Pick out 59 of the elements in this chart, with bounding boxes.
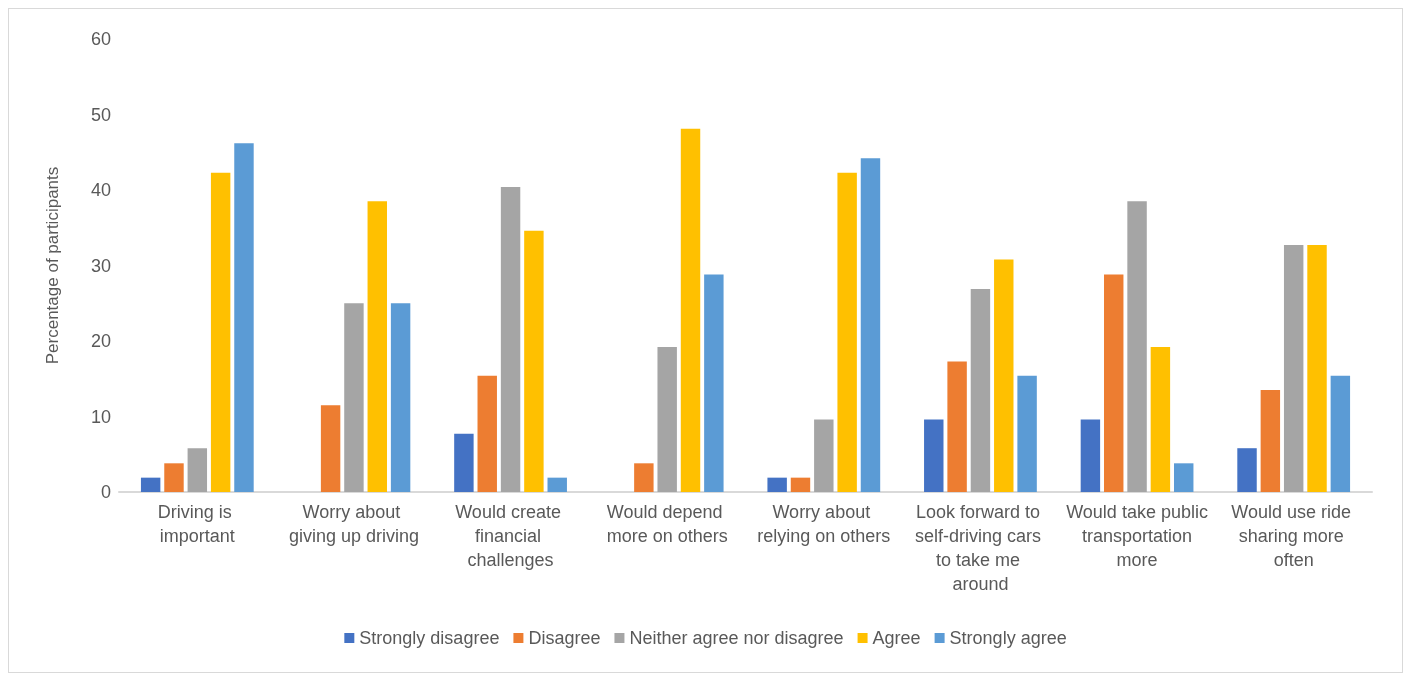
bar — [790, 477, 811, 492]
bar — [454, 433, 474, 492]
bar — [210, 172, 231, 492]
y-tick-label: 0 — [100, 482, 111, 502]
bar — [390, 303, 411, 492]
x-tick-label: Worry about relying on others — [757, 502, 891, 546]
x-tick-label: Would take public transportation more — [1066, 502, 1208, 570]
bar — [524, 230, 544, 492]
bar — [500, 186, 521, 492]
bar — [320, 405, 341, 492]
bar — [924, 419, 944, 492]
bar — [234, 143, 254, 492]
x-tick-label: Look forward to self-driving cars to take me around — [914, 502, 1046, 594]
bar — [140, 477, 161, 492]
bar — [344, 303, 364, 492]
bar — [477, 375, 497, 492]
legend-label: Disagree — [528, 628, 601, 648]
bar — [680, 128, 701, 492]
x-tick-label: Would depend more on others — [606, 502, 728, 546]
legend-label: Strongly agree — [949, 628, 1067, 648]
bar — [1080, 419, 1101, 492]
y-tick-label: 40 — [90, 180, 111, 200]
bar — [187, 448, 208, 492]
bar — [1237, 448, 1257, 492]
bar — [860, 158, 881, 492]
bar — [947, 361, 967, 492]
bar — [994, 259, 1014, 492]
y-tick-label: 10 — [90, 406, 111, 427]
bar — [1017, 375, 1037, 492]
bar — [970, 288, 991, 492]
y-tick-label: 50 — [90, 104, 111, 125]
bar — [704, 274, 724, 492]
y-tick-label: 20 — [90, 331, 111, 351]
bar — [1260, 390, 1281, 492]
bar — [657, 347, 677, 492]
legend-label: Strongly disagree — [359, 628, 500, 648]
bar — [1104, 274, 1124, 492]
bar — [837, 172, 857, 492]
bar — [1150, 347, 1171, 492]
legend-label: Agree — [872, 628, 921, 648]
bar — [814, 419, 834, 492]
y-axis-title: Percentage of participants — [43, 166, 62, 365]
bar — [164, 463, 184, 492]
bar — [767, 477, 787, 492]
bar — [1174, 463, 1194, 492]
legend-label: Neither agree nor disagree — [629, 628, 844, 648]
bar — [1330, 375, 1351, 492]
bar — [367, 201, 387, 492]
x-tick-label: Worry about giving up driving — [288, 502, 419, 546]
bar — [1127, 201, 1147, 492]
x-tick-label: Would use ride sharing more often — [1231, 502, 1357, 570]
x-tick-label: Driving is important — [157, 502, 237, 546]
y-tick-label: 30 — [90, 255, 111, 276]
bar — [634, 463, 654, 492]
bar — [1283, 245, 1304, 492]
bar — [1307, 245, 1327, 492]
bar — [547, 477, 567, 492]
y-tick-label: 60 — [90, 29, 111, 49]
x-tick-label: Would create financial challenges — [455, 502, 566, 570]
